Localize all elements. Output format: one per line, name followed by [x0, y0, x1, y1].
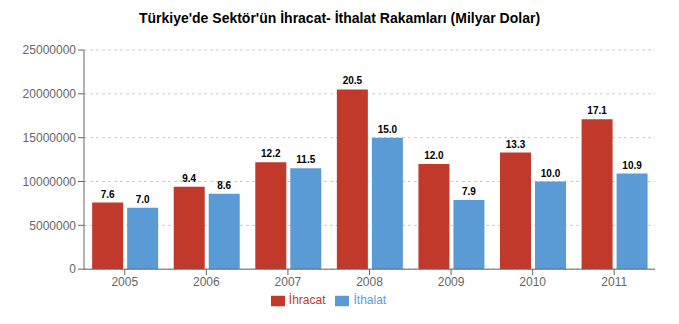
svg-text:9.4: 9.4 — [182, 173, 196, 184]
svg-text:7.6: 7.6 — [101, 189, 115, 200]
svg-text:12.0: 12.0 — [424, 150, 444, 161]
svg-text:20000000: 20000000 — [23, 87, 77, 101]
html-text:İhracat: İhracat — [288, 293, 326, 308]
svg-text:20.5: 20.5 — [343, 75, 363, 86]
svg-text:25000000: 25000000 — [23, 43, 77, 57]
svg-text:10.0: 10.0 — [541, 168, 561, 179]
svg-text:10.9: 10.9 — [622, 160, 642, 171]
svg-text:7.9: 7.9 — [462, 186, 476, 197]
svg-text:2010: 2010 — [519, 275, 546, 289]
svg-text:2005: 2005 — [111, 275, 138, 289]
svg-text:15.0: 15.0 — [378, 124, 398, 135]
svg-text:12.2: 12.2 — [261, 148, 281, 159]
svg-text:2006: 2006 — [193, 275, 220, 289]
svg-text:15000000: 15000000 — [23, 131, 77, 145]
svg-text:8.6: 8.6 — [217, 180, 231, 191]
svg-text:2009: 2009 — [438, 275, 465, 289]
svg-text:0: 0 — [69, 262, 76, 276]
svg-text:2007: 2007 — [275, 275, 302, 289]
svg-text:2008: 2008 — [356, 275, 383, 289]
html-text:İthalat: İthalat — [353, 293, 387, 308]
svg-text:7.0: 7.0 — [136, 194, 150, 205]
svg-text:2011: 2011 — [601, 275, 627, 289]
svg-text:13.3: 13.3 — [506, 139, 526, 150]
html-text:Türkiye'de Sektör'ün İhracat-: Türkiye'de Sektör'ün İhracat- İthalat Ra… — [138, 10, 541, 26]
svg-text:10000000: 10000000 — [23, 175, 77, 189]
svg-text:11.5: 11.5 — [296, 154, 315, 165]
svg-text:5000000: 5000000 — [29, 219, 76, 233]
svg-text:17.1: 17.1 — [587, 105, 607, 116]
